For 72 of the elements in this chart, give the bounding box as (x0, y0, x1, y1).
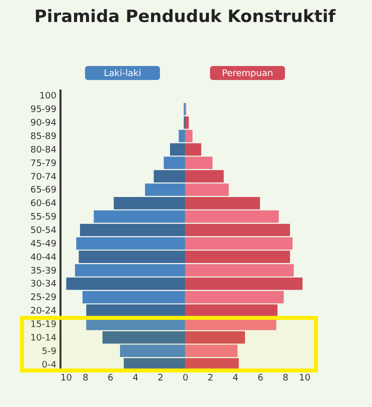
bar (86, 304, 185, 317)
bar (170, 143, 185, 156)
x-tick-label: 10 (60, 374, 72, 384)
bar (185, 358, 239, 370)
bar (185, 278, 302, 290)
y-tick-label: 80-84 (30, 145, 57, 156)
bar (185, 184, 229, 196)
x-tick-label: 0 (182, 374, 189, 384)
bar (124, 358, 185, 370)
x-tick-label: 6 (108, 374, 114, 384)
y-tick-label: 95-99 (30, 105, 57, 116)
y-tick-label: 0-4 (42, 360, 57, 370)
bar (185, 130, 192, 142)
bar (114, 196, 185, 210)
y-tick-label: 10-14 (30, 333, 57, 344)
bar (185, 196, 260, 210)
bar (145, 184, 185, 196)
bar (185, 250, 290, 264)
y-tick-label: 25-29 (30, 293, 57, 304)
y-tick-label: 70-74 (30, 172, 57, 182)
y-tick-label: 35-39 (30, 266, 57, 276)
bar (80, 224, 185, 236)
bar (154, 170, 185, 182)
y-tick-label: 15-19 (30, 320, 57, 330)
y-tick-label: 20-24 (30, 306, 57, 317)
x-tick-label: 2 (158, 374, 164, 384)
bar (185, 237, 292, 250)
bar (185, 290, 284, 304)
bar (120, 344, 185, 358)
bar (185, 224, 290, 236)
bar (185, 344, 238, 358)
y-tick-label: 65-69 (30, 186, 57, 196)
y-tick-label: 45-49 (30, 239, 57, 250)
y-tick-label: 30-34 (30, 280, 57, 290)
bar (66, 278, 185, 290)
y-tick-label: 50-54 (30, 226, 57, 236)
bar (185, 116, 189, 129)
x-tick-label: 8 (282, 374, 289, 384)
x-tick-label: 8 (82, 374, 89, 384)
bar (185, 331, 245, 344)
bar (86, 318, 185, 330)
bar (185, 210, 279, 223)
bar (102, 331, 185, 344)
bar (185, 170, 224, 182)
bar (82, 290, 185, 304)
bar (164, 156, 185, 170)
bar (94, 210, 185, 223)
bar (78, 250, 185, 264)
y-tick-label: 55-59 (30, 212, 57, 223)
bar (185, 304, 278, 317)
x-tick-label: 10 (299, 374, 311, 384)
y-tick-label: 60-64 (30, 199, 57, 210)
y-tick-label: 40-44 (30, 252, 57, 263)
bar (75, 264, 185, 276)
bar (185, 143, 202, 156)
bar (185, 264, 294, 276)
bar (178, 130, 185, 142)
y-tick-label: 100 (39, 92, 57, 102)
bar (185, 318, 276, 330)
x-tick-label: 4 (132, 374, 139, 384)
text: Perempuan (222, 69, 274, 79)
y-tick-label: 90-94 (30, 118, 57, 129)
y-tick-label: 85-89 (30, 132, 57, 142)
text: Laki-laki (104, 69, 142, 79)
chart-title: Piramida Penduduk Konstruktif (34, 7, 336, 27)
x-tick-label: 4 (232, 374, 239, 384)
bar (185, 156, 212, 170)
bar (76, 237, 185, 250)
x-tick-label: 6 (258, 374, 264, 384)
x-tick-label: 2 (208, 374, 214, 384)
y-tick-label: 5-9 (42, 346, 57, 357)
y-tick-label: 75-79 (30, 158, 57, 169)
